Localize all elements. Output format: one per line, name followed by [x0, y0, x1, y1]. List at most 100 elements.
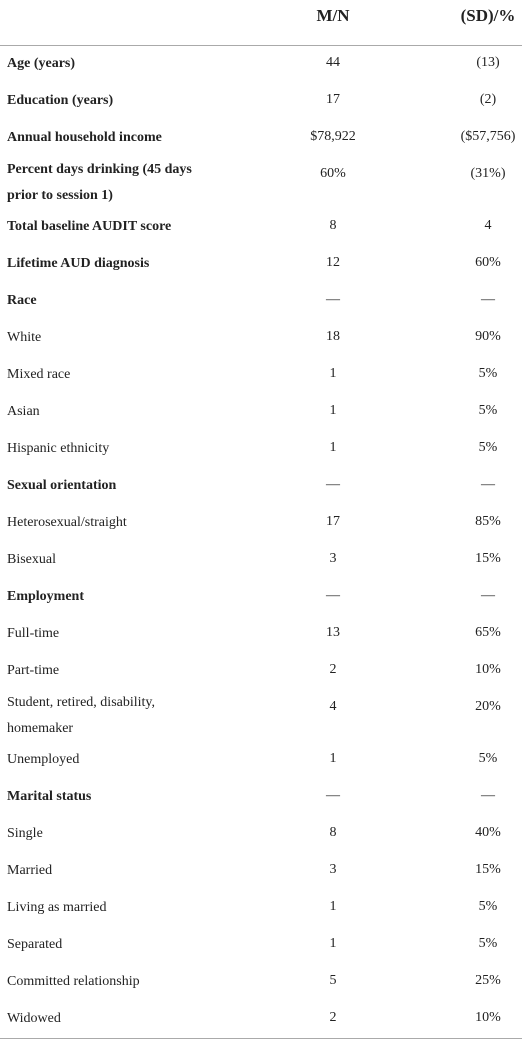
row-label: Age (years) — [7, 56, 76, 71]
mn-cell: — — [326, 291, 340, 307]
table-row: Education (years) 17 (2) — [0, 83, 522, 120]
sd-cell: (31%) — [470, 165, 506, 181]
table-row: Separated 1 5% — [0, 927, 522, 964]
row-label: Separated — [7, 937, 63, 952]
table-row: Employment — — — [0, 579, 522, 616]
table-header: M/N (SD)/% — [0, 0, 522, 46]
mn-cell: 60% — [320, 165, 346, 181]
row-label: Total baseline AUDIT score — [7, 219, 172, 234]
header-cell: M/N — [260, 0, 406, 46]
row-label: Student, retired, disability, homemaker — [7, 694, 156, 736]
row-label: Hispanic ethnicity — [7, 441, 110, 456]
sd-cell: 20% — [475, 698, 501, 714]
table-row: Committed relationship 5 25% — [0, 964, 522, 1001]
sd-cell: 5% — [478, 402, 498, 418]
row-label: Bisexual — [7, 552, 56, 567]
mn-cell: 12 — [326, 254, 340, 270]
sd-cell: 10% — [475, 661, 501, 677]
table-row: Annual household income $78,922 ($57,756) — [0, 120, 522, 157]
row-label: Sexual orientation — [7, 478, 117, 493]
row-label: Race — [7, 293, 37, 308]
sd-cell: 90% — [475, 328, 501, 344]
row-label: Living as married — [7, 900, 107, 915]
row-label: Committed relationship — [7, 974, 140, 989]
sd-cell: — — [481, 291, 495, 307]
sd-cell: 85% — [475, 513, 501, 529]
sd-cell: — — [481, 587, 495, 603]
table-row: Living as married 1 5% — [0, 890, 522, 927]
mn-cell: — — [326, 587, 340, 603]
sd-cell: — — [481, 787, 495, 803]
sd-cell: 60% — [475, 254, 501, 270]
header-cell: (SD)/% — [406, 0, 522, 46]
row-label: Heterosexual/straight — [7, 515, 127, 530]
mn-cell: 1 — [329, 750, 337, 766]
row-label: Full-time — [7, 626, 60, 641]
mn-cell: 3 — [329, 550, 337, 566]
row-label: Annual household income — [7, 130, 162, 145]
table-row: Percent days drinking (45 days prior to … — [0, 157, 522, 209]
sd-cell: ($57,756) — [460, 128, 516, 144]
mn-cell: 5 — [329, 972, 337, 988]
mn-cell: 4 — [329, 698, 337, 714]
mn-cell: — — [326, 787, 340, 803]
sd-cell: 15% — [475, 550, 501, 566]
sd-cell: (13) — [476, 54, 500, 70]
table-row: Hispanic ethnicity 1 5% — [0, 431, 522, 468]
row-label: Employment — [7, 589, 84, 604]
table-row: Age (years) 44 (13) — [0, 45, 522, 83]
sd-cell: 10% — [475, 1009, 501, 1025]
table-row: Heterosexual/straight 17 85% — [0, 505, 522, 542]
mn-cell: 2 — [329, 1009, 337, 1025]
table-row: Mixed race 1 5% — [0, 357, 522, 394]
mn-cell: 8 — [329, 824, 337, 840]
sd-cell: 65% — [475, 624, 501, 640]
sd-cell: 5% — [478, 439, 498, 455]
header-cell — [0, 0, 260, 46]
sd-cell: 4 — [484, 217, 492, 233]
mn-cell: 1 — [329, 898, 337, 914]
mn-cell: 13 — [326, 624, 340, 640]
sd-cell: 5% — [478, 365, 498, 381]
row-label: Marital status — [7, 789, 92, 804]
mn-cell: $78,922 — [310, 128, 356, 144]
table-row: Race — — — [0, 283, 522, 320]
row-label: Widowed — [7, 1011, 61, 1026]
sd-cell: 5% — [478, 898, 498, 914]
mn-cell: 1 — [329, 439, 337, 455]
mn-cell: 1 — [329, 935, 337, 951]
row-label: Education (years) — [7, 93, 114, 108]
row-label: Lifetime AUD diagnosis — [7, 256, 150, 271]
table-row: Asian 1 5% — [0, 394, 522, 431]
header-row: M/N (SD)/% — [0, 0, 522, 46]
table-row: Unemployed 1 5% — [0, 742, 522, 779]
sd-cell: 40% — [475, 824, 501, 840]
sd-cell: 25% — [475, 972, 501, 988]
table-row: Widowed 2 10% — [0, 1001, 522, 1039]
mn-cell: 17 — [326, 91, 340, 107]
table-row: Bisexual 3 15% — [0, 542, 522, 579]
row-label: Mixed race — [7, 367, 71, 382]
table-row: Student, retired, disability, homemaker 4… — [0, 690, 522, 742]
sd-cell: — — [481, 476, 495, 492]
mn-cell: 18 — [326, 328, 340, 344]
table-row: Sexual orientation — — — [0, 468, 522, 505]
sd-cell: 15% — [475, 861, 501, 877]
table-row: Total baseline AUDIT score 8 4 — [0, 209, 522, 246]
row-label: White — [7, 330, 42, 345]
mn-cell: — — [326, 476, 340, 492]
mn-cell: 2 — [329, 661, 337, 677]
table-body: Age (years) 44 (13) Education (years) 17 (2) A… — [0, 45, 522, 1038]
table-row: Married 3 15% — [0, 853, 522, 890]
mn-cell: 1 — [329, 365, 337, 381]
sd-cell: 5% — [478, 750, 498, 766]
table-row: Full-time 13 65% — [0, 616, 522, 653]
row-label: Single — [7, 826, 43, 841]
table-row: Single 8 40% — [0, 816, 522, 853]
mn-cell: 17 — [326, 513, 340, 529]
sd-cell: 5% — [478, 935, 498, 951]
table-row: White 18 90% — [0, 320, 522, 357]
sd-cell: (2) — [479, 91, 497, 107]
